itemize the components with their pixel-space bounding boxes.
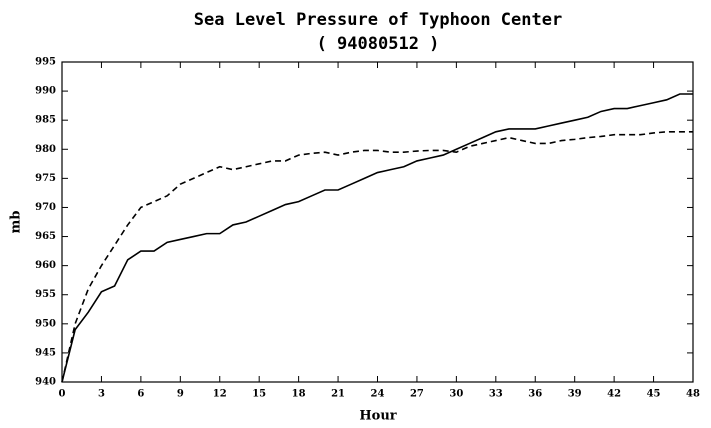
x-tick-label: 30 (449, 389, 463, 400)
data-line (61, 131, 693, 383)
data-line (61, 93, 693, 383)
y-tick-label: 940 (35, 377, 56, 388)
y-tick-label: 995 (35, 57, 56, 68)
x-tick-label: 18 (292, 389, 306, 400)
y-tick-label: 955 (35, 289, 56, 300)
y-tick-label: 990 (35, 86, 56, 97)
x-tick-label: 9 (177, 389, 184, 400)
x-tick-label: 36 (528, 389, 542, 400)
plot-frame (61, 61, 694, 383)
y-tick-label: 975 (35, 173, 56, 184)
x-tick-label: 27 (410, 389, 424, 400)
x-tick-label: 39 (568, 389, 582, 400)
x-tick-label: 15 (252, 389, 266, 400)
y-tick-label: 980 (35, 144, 56, 155)
x-tick-label: 3 (98, 389, 105, 400)
x-tick-label: 0 (59, 389, 66, 400)
x-tick-label: 12 (213, 389, 227, 400)
y-tick-label: 985 (35, 115, 56, 126)
y-tick-label: 965 (35, 231, 56, 242)
x-axis-title: Hour (359, 409, 396, 424)
chart-subtitle: ( 94080512 ) (317, 34, 440, 54)
x-tick-label: 6 (137, 389, 144, 400)
x-tick-label: 45 (647, 389, 661, 400)
x-tick-label: 48 (686, 389, 700, 400)
y-axis-title: mb (9, 211, 24, 234)
y-tick-label: 960 (35, 260, 56, 271)
y-tick-label: 970 (35, 202, 56, 213)
x-tick-label: 21 (331, 389, 345, 400)
x-tick-label: 24 (371, 389, 385, 400)
chart-title: Sea Level Pressure of Typhoon Center (194, 10, 562, 30)
y-tick-label: 950 (35, 318, 56, 329)
x-tick-label: 33 (489, 389, 503, 400)
x-tick-label: 42 (607, 389, 621, 400)
y-tick-label: 945 (35, 347, 56, 358)
